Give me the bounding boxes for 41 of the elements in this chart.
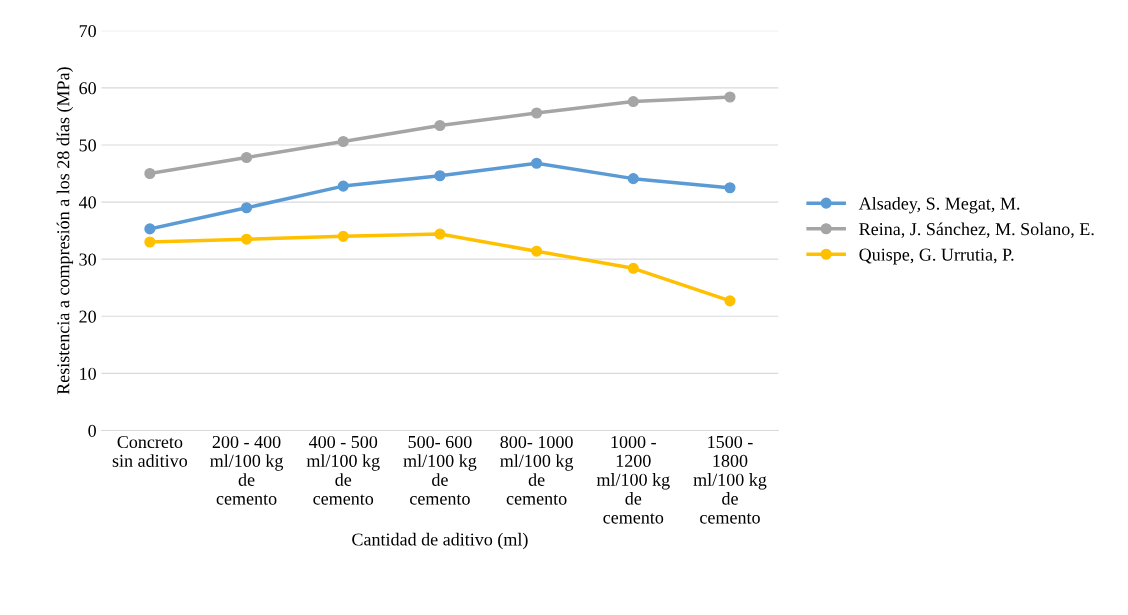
point	[144, 236, 156, 248]
x-tick-label: 500- 600 ml/100 kg de cemento	[403, 435, 477, 505]
y-tick-label: 0	[88, 424, 96, 437]
y-tick-label: 40	[78, 196, 96, 209]
x-tick-label: 1500 - 1800 ml/100 kg de cemento	[693, 435, 767, 524]
point	[531, 245, 543, 257]
point	[337, 180, 349, 192]
y-tick-label: 70	[79, 25, 96, 38]
point	[531, 107, 543, 119]
y-tick-label: 30	[79, 253, 96, 266]
point	[434, 228, 446, 240]
x-tick-label: 400 - 500 ml/100 kg de cemento	[306, 435, 380, 505]
y-tick-label: 50	[79, 139, 96, 152]
x-tick-label: 800- 1000 ml/100 kg de cemento	[500, 435, 574, 505]
legend-label: Quispe, G. Urrutia, P.	[859, 248, 1014, 265]
point	[337, 135, 349, 148]
point	[627, 96, 639, 108]
point	[434, 119, 446, 132]
point	[627, 173, 639, 185]
point	[240, 151, 253, 164]
point	[531, 157, 543, 169]
point	[337, 230, 349, 242]
x-tick-label: Concreto sin aditivo	[112, 435, 188, 467]
point	[144, 223, 156, 235]
point	[724, 295, 736, 307]
point	[240, 202, 253, 214]
point	[724, 91, 736, 103]
legend-label: Reina, J. Sánchez, M. Solano, E.	[859, 222, 1094, 238]
x-tick-label: 200 - 400 ml/100 kg de cemento	[210, 435, 284, 505]
y-axis-title: Resistencia a compresión a los 28 días (MPa)	[56, 67, 74, 395]
point	[724, 182, 736, 194]
point	[627, 262, 639, 274]
y-tick-label: 10	[80, 367, 96, 380]
y-tick-label: 60	[79, 82, 96, 95]
point	[240, 233, 253, 245]
y-tick-label: 20	[79, 310, 96, 323]
x-tick-label: 1000 - 1200 ml/100 kg de cemento	[596, 435, 670, 524]
point	[434, 170, 446, 182]
point	[144, 167, 156, 180]
legend-label: Alsadey, S. Megat, M.	[858, 196, 1020, 214]
x-axis-title: Cantidad de aditivo (ml)	[352, 532, 528, 550]
